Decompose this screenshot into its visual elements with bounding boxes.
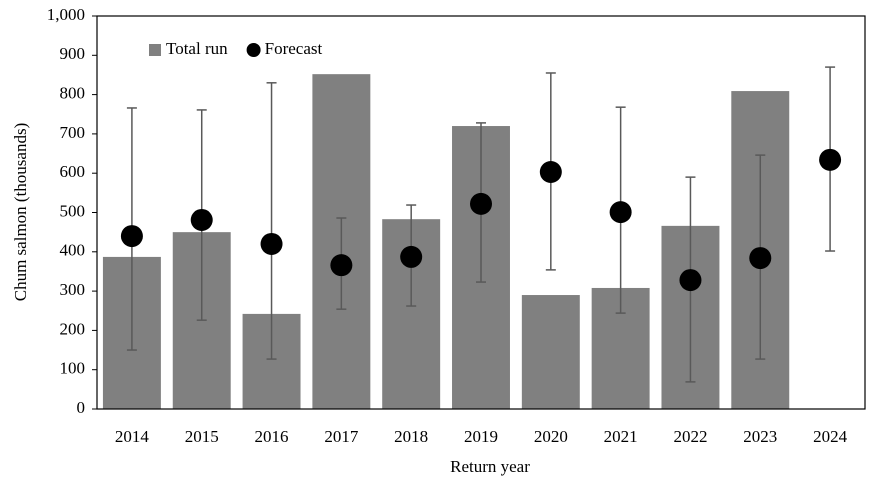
- x-tick-label: 2022: [673, 427, 707, 446]
- x-tick-label: 2015: [185, 427, 219, 446]
- y-tick-label: 400: [60, 241, 86, 260]
- y-tick-label: 1,000: [47, 5, 85, 24]
- y-tick-label: 900: [60, 44, 86, 63]
- y-tick-label: 100: [60, 359, 86, 378]
- x-tick-label: 2018: [394, 427, 428, 446]
- bar: [521, 295, 580, 409]
- forecast-point: [470, 192, 492, 215]
- y-tick-label: 300: [60, 280, 86, 299]
- x-tick-label: 2021: [604, 427, 638, 446]
- plot-frame: [96, 15, 866, 410]
- legend-label: Total run: [166, 39, 228, 58]
- y-tick-label: 0: [77, 398, 86, 417]
- forecast-point: [539, 161, 562, 184]
- x-tick-label: 2019: [464, 427, 498, 446]
- forecast-point: [819, 148, 842, 171]
- y-tick-label: 700: [60, 123, 86, 142]
- x-tick-label: 2017: [324, 427, 359, 446]
- forecast-point: [330, 254, 353, 277]
- x-tick-label: 2020: [534, 427, 568, 446]
- forecast-point: [260, 232, 283, 255]
- y-tick-label: 800: [60, 84, 86, 103]
- y-axis-label: Chum salmon (thousands): [11, 123, 30, 302]
- x-tick-label: 2023: [743, 427, 777, 446]
- x-tick-label: 2014: [115, 427, 150, 446]
- legend-label: Forecast: [265, 39, 323, 58]
- forecast-point: [679, 269, 702, 292]
- forecast-point: [609, 201, 632, 224]
- forecast-point: [400, 245, 423, 268]
- x-axis-label: Return year: [450, 457, 530, 476]
- forecast-point: [749, 247, 772, 270]
- y-tick-label: 200: [60, 319, 86, 338]
- y-tick-label: 500: [60, 201, 86, 220]
- forecast-point: [190, 208, 213, 231]
- legend-swatch: [246, 43, 261, 57]
- forecast-point: [120, 225, 143, 248]
- x-tick-label: 2024: [813, 427, 848, 446]
- x-tick-label: 2016: [255, 427, 289, 446]
- y-tick-label: 600: [60, 162, 86, 181]
- legend-swatch: [149, 44, 161, 56]
